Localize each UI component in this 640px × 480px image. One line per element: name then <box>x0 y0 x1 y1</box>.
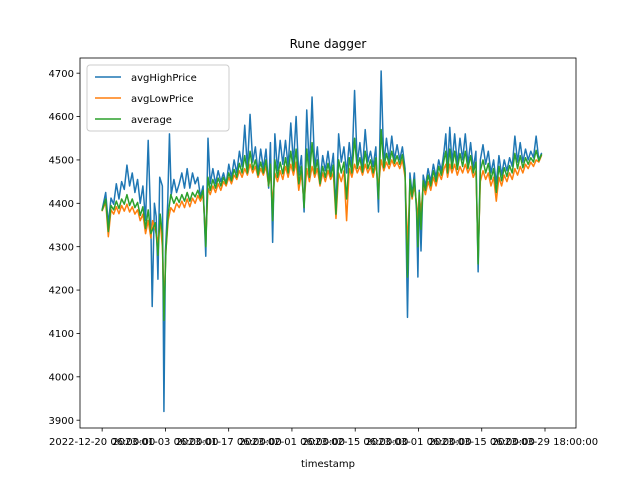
x-tick-label: 2023-03-01 06:00:00 <box>365 437 471 448</box>
series-line-avgLowPrice <box>101 154 543 306</box>
y-tick-label: 4300 <box>49 242 74 253</box>
y-tick-label: 4500 <box>49 156 74 167</box>
series-line-average <box>101 128 543 322</box>
y-tick-label: 3900 <box>49 416 74 427</box>
y-axis: 3900 4000 4100 4200 4300 4400 4500 4600 4700 <box>49 69 80 427</box>
x-tick-label: 2023-01-03 06:00:00 <box>112 437 218 448</box>
legend-label-avgLowPrice: avgLowPrice <box>131 94 193 105</box>
x-tick-label: 2023-03-29 18:00:00 <box>492 437 598 448</box>
y-tick-label: 4100 <box>49 329 74 340</box>
x-axis-title: timestamp <box>301 459 355 470</box>
x-tick-label: 2023-03-15 06:00:00 <box>429 437 535 448</box>
y-tick-label: 4400 <box>49 199 74 210</box>
legend-label-average: average <box>131 115 172 126</box>
chart-title: Rune dagger <box>290 37 367 51</box>
y-tick-label: 4700 <box>49 69 74 80</box>
legend: avgHighPrice avgLowPrice average <box>86 64 230 132</box>
plot-frame <box>79 57 577 429</box>
x-tick-label: 2022-12-20 06:00:00 <box>49 437 155 448</box>
legend-box <box>86 64 230 132</box>
y-tick-label: 4000 <box>49 372 74 383</box>
x-tick-label: 2023-01-17 06:00:00 <box>176 437 282 448</box>
series-layer <box>101 70 543 413</box>
x-tick-label: 2023-02-01 06:00:00 <box>239 437 345 448</box>
y-tick-label: 4200 <box>49 286 74 297</box>
y-tick-label: 4600 <box>49 112 74 123</box>
x-tick-label: 2023-02-15 06:00:00 <box>302 437 408 448</box>
legend-label-avgHighPrice: avgHighPrice <box>131 73 197 84</box>
series-line-avgHighPrice <box>101 70 543 413</box>
